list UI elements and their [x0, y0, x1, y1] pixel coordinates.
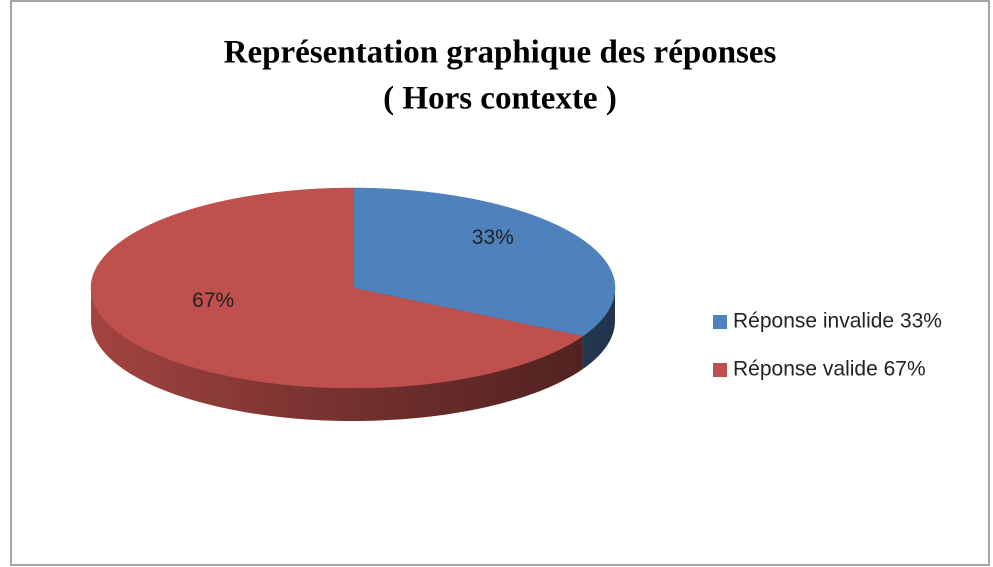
pie-slice	[90, 187, 584, 389]
pie-side	[91, 288, 583, 421]
legend-label: Réponse invalide 33%	[733, 310, 942, 333]
legend-swatch	[713, 363, 727, 377]
data-label: 67%	[192, 289, 234, 312]
chart-title: Représentation graphique des réponses	[224, 35, 777, 71]
pie-side	[582, 288, 615, 370]
chart-title: ( Hors contexte )	[383, 81, 617, 117]
pie-slice	[352, 187, 616, 337]
legend-label: Réponse valide 67%	[733, 358, 926, 381]
data-label: 33%	[472, 226, 514, 249]
legend-swatch	[713, 315, 727, 329]
